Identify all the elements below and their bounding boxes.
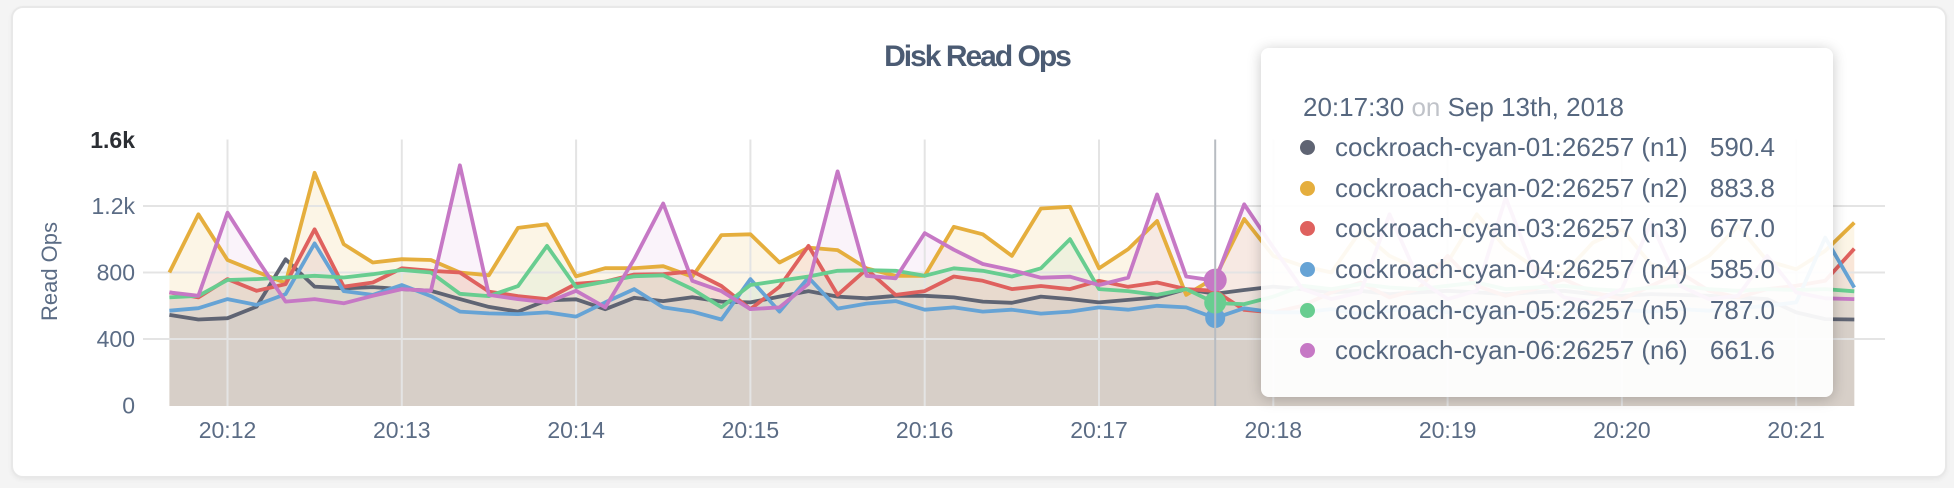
svg-text:20:20: 20:20	[1593, 417, 1651, 443]
svg-text:20:17: 20:17	[1070, 417, 1128, 443]
svg-text:20:21: 20:21	[1767, 417, 1825, 443]
svg-text:20:13: 20:13	[373, 417, 431, 443]
svg-text:20:19: 20:19	[1419, 417, 1477, 443]
svg-text:800: 800	[97, 260, 135, 286]
svg-text:0: 0	[122, 393, 135, 419]
svg-text:Read Ops: Read Ops	[37, 222, 62, 321]
svg-text:20:16: 20:16	[896, 417, 954, 443]
svg-text:1.2k: 1.2k	[92, 193, 136, 219]
svg-text:20:15: 20:15	[722, 417, 780, 443]
svg-text:20:12: 20:12	[199, 417, 257, 443]
svg-text:400: 400	[97, 326, 135, 352]
svg-text:1.6k: 1.6k	[90, 127, 135, 153]
svg-text:20:14: 20:14	[547, 417, 605, 443]
svg-text:20:18: 20:18	[1245, 417, 1303, 443]
